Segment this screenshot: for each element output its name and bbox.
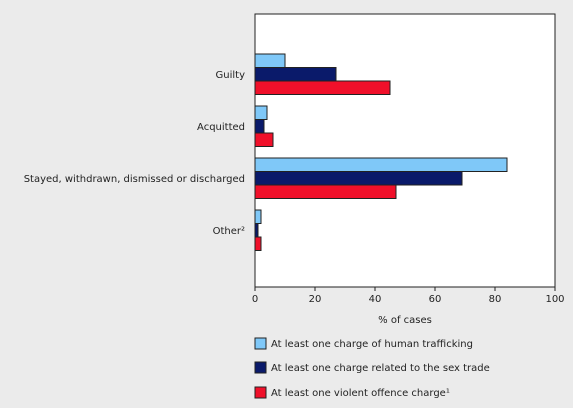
bar-3-series-3 [254,184,397,199]
category-label: Guilty [216,70,246,81]
bar-4-series-1 [254,209,262,224]
bar-4-series-3 [254,236,262,251]
x-tick-label: 40 [369,294,382,305]
legend-swatch-3 [254,386,267,399]
bars-group [254,53,508,251]
bar-4-series-2 [254,223,259,238]
bar-3-series-2 [254,171,463,186]
legend-label-2: At least one charge related to the sex t… [271,363,490,374]
bar-2-series-1 [254,105,268,120]
legend: At least one charge of human trafficking… [254,337,490,399]
legend-label-3: At least one violent offence charge¹ [271,388,450,399]
category-label: Acquitted [197,122,245,133]
x-axis-title: % of cases [378,315,432,326]
bar-1-series-1 [254,53,286,68]
legend-swatch-1 [254,337,267,350]
bar-2-series-3 [254,132,274,147]
category-labels: Guilty Acquitted Stayed, withdrawn, dismis… [24,70,245,237]
legend-swatch-2 [254,361,267,374]
legend-label-1: At least one charge of human trafficking [271,339,473,350]
x-tick-label: 0 [252,294,258,305]
bar-1-series-2 [254,67,337,82]
bar-2-series-2 [254,119,265,134]
x-tick-label: 80 [489,294,502,305]
x-tick-label: 100 [545,294,564,305]
x-axis-ticks: 0 20 40 60 80 100 [252,287,565,305]
x-tick-label: 20 [309,294,322,305]
bar-1-series-3 [254,80,391,95]
category-label: Stayed, withdrawn, dismissed or discharg… [24,174,245,185]
category-label: Other² [213,226,245,237]
x-tick-label: 60 [429,294,442,305]
bar-3-series-1 [254,157,508,172]
plot-area [254,13,556,288]
